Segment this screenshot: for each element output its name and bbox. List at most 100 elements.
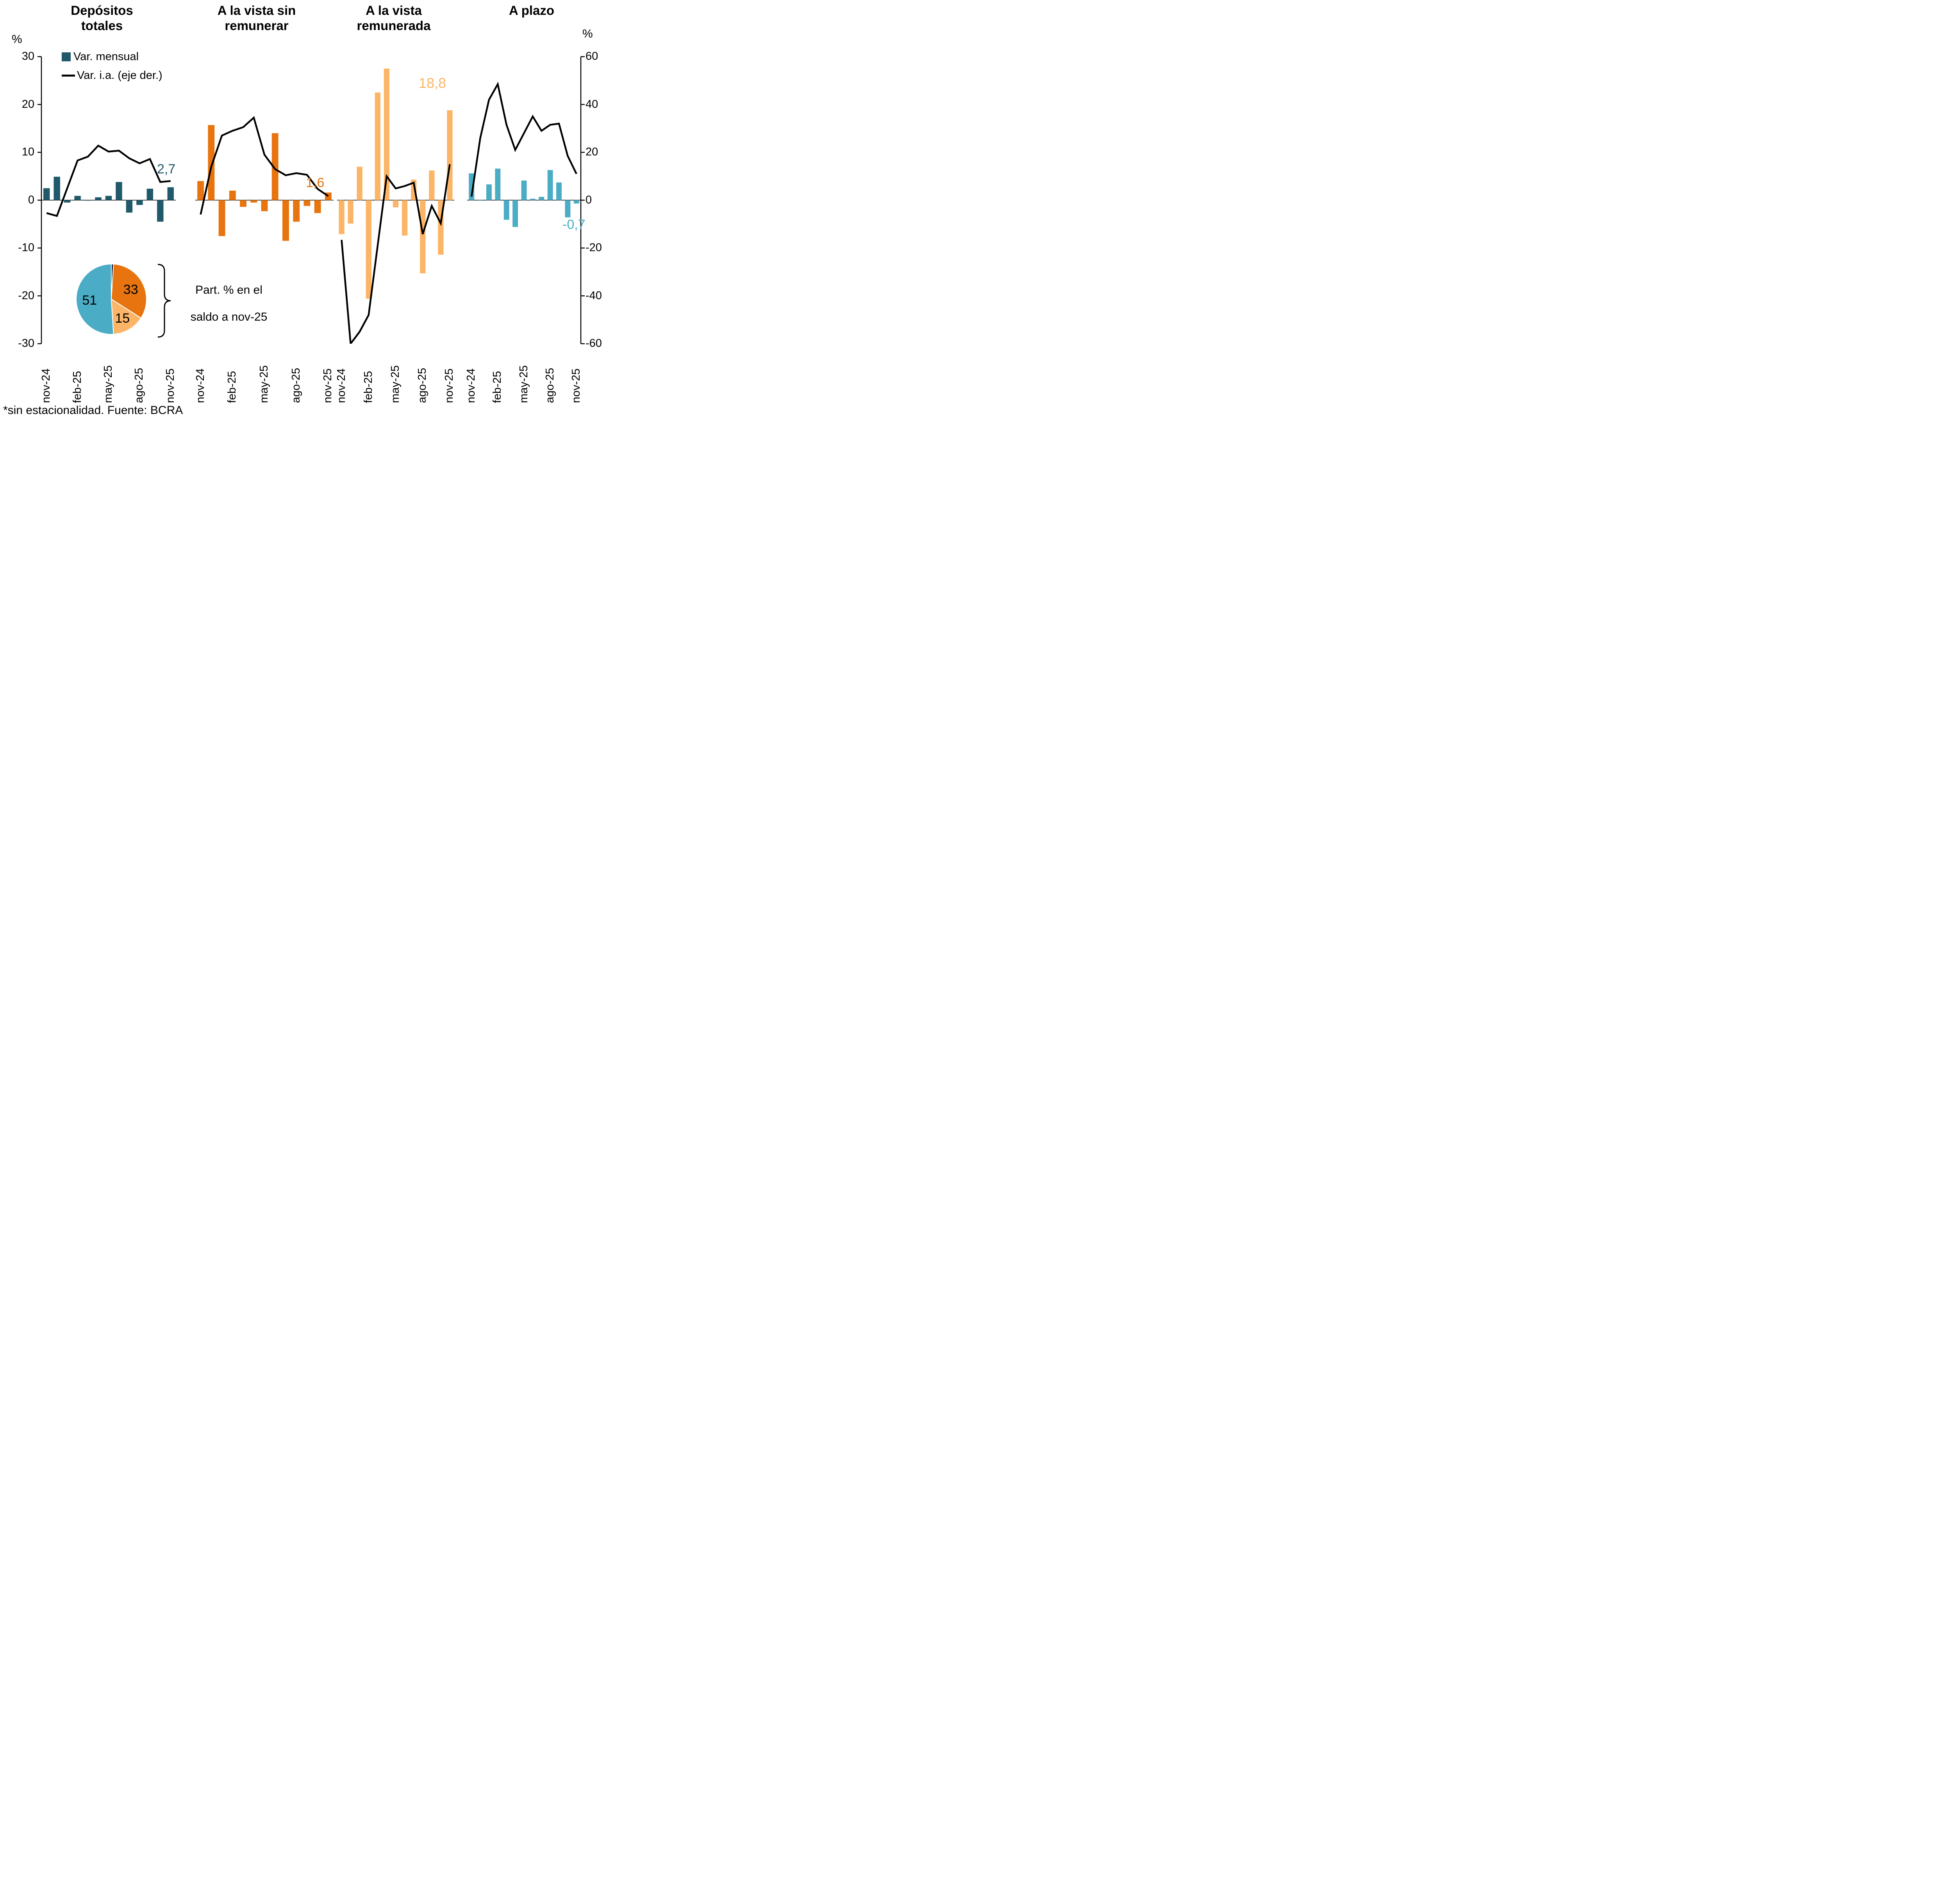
- panel-title-2: A la vista sin remunerar: [217, 3, 296, 33]
- x-axis-tick-label: nov-25: [569, 368, 582, 403]
- bar-abr-25: [95, 197, 102, 200]
- bar-dic-24: [477, 200, 483, 201]
- bar-may-25: [105, 196, 112, 200]
- legend-line-label: Var. i.a. (eje der.): [77, 69, 162, 82]
- latest-value-annotation-4: -0,7: [562, 217, 586, 232]
- pie-bracket-note: Part. % en el saldo a nov-25: [175, 277, 283, 330]
- bar-mar-25: [375, 92, 380, 200]
- yoy-line: [200, 116, 329, 215]
- bar-sep-25: [146, 189, 154, 200]
- x-axis-tick-label: ago-25: [289, 368, 302, 403]
- x-axis-tick-label: ago-25: [416, 368, 429, 403]
- pie-bracket-note-line: saldo a nov-25: [190, 310, 268, 323]
- x-axis-tick-label: nov-24: [335, 368, 348, 403]
- pie-slice-label: 33: [123, 282, 138, 297]
- x-axis-tick-label: nov-25: [321, 368, 334, 403]
- bar-nov-24: [469, 173, 475, 200]
- bar-sep-25: [303, 200, 311, 206]
- bar-oct-25: [157, 200, 164, 222]
- bar-abr-25: [384, 68, 390, 200]
- bar-jul-25: [539, 196, 544, 200]
- bar-oct-25: [565, 200, 571, 218]
- right-axis-tick-label: -20: [586, 241, 602, 254]
- left-axis-tick-label: -20: [18, 289, 34, 302]
- right-axis-tick-label: 60: [586, 50, 598, 62]
- pie-bracket-note-line: Part. % en el: [195, 283, 262, 296]
- x-axis-tick-label: may-25: [258, 365, 270, 403]
- latest-value-annotation-3: 18,8: [419, 75, 446, 91]
- panel-title-4: A plazo: [509, 3, 555, 18]
- participation-pie-chart: 33 15 51: [76, 263, 147, 335]
- bar-nov-25: [167, 187, 174, 200]
- yoy-line: [341, 164, 451, 344]
- x-axis-tick-label: feb-25: [491, 371, 504, 403]
- bar-ago-25: [547, 170, 553, 200]
- panel-plot-1: [41, 145, 176, 222]
- legend-line-swatch: [62, 74, 75, 77]
- panel-title-3: A la vista remunerada: [357, 3, 431, 33]
- left-axis-tick-label: 0: [28, 193, 34, 206]
- left-axis-tick-label: 30: [21, 50, 34, 62]
- latest-value-annotation-2: 1,6: [306, 175, 325, 190]
- right-axis-tick-label: 40: [586, 98, 598, 111]
- bar-dic-24: [348, 200, 353, 224]
- x-axis-tick-label: feb-25: [362, 371, 375, 403]
- bar-feb-25: [495, 168, 501, 200]
- bar-jul-25: [282, 200, 289, 241]
- bar-nov-25: [573, 200, 579, 204]
- left-axis-tick-label: -10: [18, 241, 34, 254]
- bar-jun-25: [530, 198, 536, 200]
- pie-slice-label: 15: [115, 311, 130, 326]
- bar-mar-25: [240, 200, 246, 207]
- bar-may-25: [393, 200, 399, 207]
- bar-dic-24: [208, 125, 215, 200]
- legend-bar-swatch: [62, 52, 71, 61]
- legend: Var. mensual Var. i.a. (eje der.): [62, 50, 162, 87]
- bar-jun-25: [271, 133, 278, 200]
- legend-row-yoy: Var. i.a. (eje der.): [62, 69, 162, 82]
- bar-mar-25: [84, 200, 91, 201]
- x-axis-tick-label: nov-25: [443, 368, 456, 403]
- bar-nov-24: [197, 181, 204, 200]
- bar-dic-24: [54, 177, 60, 200]
- bar-feb-25: [366, 200, 371, 299]
- bar-jun-25: [116, 182, 122, 200]
- right-axis-tick-label: 0: [586, 193, 592, 206]
- x-axis-tick-label: feb-25: [71, 371, 84, 403]
- bar-feb-25: [229, 191, 236, 200]
- bar-sep-25: [556, 182, 562, 200]
- left-axis-tick-label: 10: [21, 146, 34, 158]
- bar-abr-25: [512, 200, 518, 227]
- panel-plot-3: [337, 68, 454, 344]
- x-axis-tick-label: nov-25: [164, 368, 177, 403]
- right-axis-unit: %: [582, 27, 593, 40]
- left-axis-unit: %: [12, 33, 22, 46]
- left-axis-tick-label: 20: [21, 98, 34, 111]
- bar-may-25: [521, 180, 527, 200]
- bar-oct-25: [314, 200, 321, 213]
- pie-bracket: [157, 264, 171, 338]
- chart-canvas: % % Var. mensual Var. i.a. (eje der.) De…: [0, 0, 602, 423]
- bar-nov-25: [447, 110, 453, 200]
- right-axis-tick-label: -60: [586, 337, 602, 350]
- bar-nov-24: [43, 188, 50, 200]
- pie-slice-label: 51: [82, 293, 97, 308]
- right-axis-tick-label: -40: [586, 289, 602, 302]
- panel-plot-4: [467, 82, 581, 227]
- bar-ago-25: [136, 200, 143, 205]
- bar-mar-25: [503, 200, 509, 220]
- legend-row-monthly: Var. mensual: [62, 50, 162, 63]
- x-axis-tick-label: nov-24: [40, 368, 53, 403]
- latest-value-annotation-1: 2,7: [157, 162, 176, 177]
- x-axis-tick-label: may-25: [517, 365, 530, 403]
- bar-nov-24: [339, 200, 345, 234]
- bar-feb-25: [74, 196, 81, 200]
- bar-ene-25: [357, 166, 362, 200]
- left-axis-tick-label: -30: [18, 337, 34, 350]
- x-axis-tick-label: ago-25: [543, 368, 556, 403]
- bar-may-25: [261, 200, 268, 211]
- right-axis-tick-label: 20: [586, 146, 598, 158]
- x-axis-tick-label: nov-24: [465, 368, 478, 403]
- yoy-line: [46, 145, 171, 217]
- bar-sep-25: [429, 170, 435, 200]
